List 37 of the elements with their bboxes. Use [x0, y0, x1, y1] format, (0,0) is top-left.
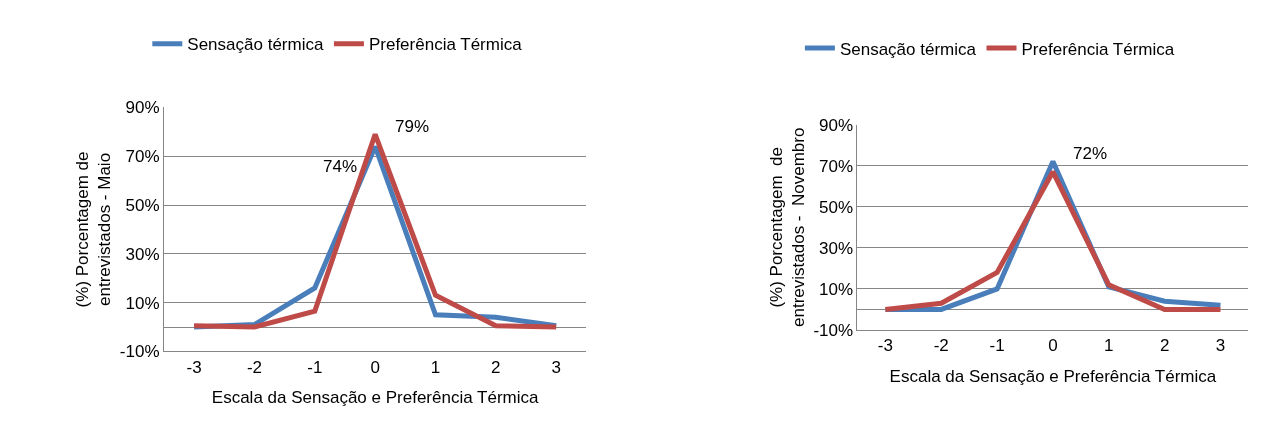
y-tick-label: 90% [819, 115, 854, 135]
y-tick-label: 90% [125, 98, 160, 118]
x-tick-label: -3 [186, 357, 202, 377]
data-label: 72% [1073, 144, 1108, 163]
x-tick-label: 2 [491, 357, 501, 377]
data-label: 79% [395, 117, 430, 136]
x-tick-label: -1 [307, 357, 323, 377]
legend-label: Sensação térmica [187, 35, 324, 55]
x-tick-label: -2 [933, 336, 949, 356]
y-tick-label: 30% [819, 238, 854, 258]
y-tick-label: 70% [819, 156, 854, 176]
y-tick-label: 10% [819, 279, 854, 299]
legend-label: Sensação térmica [839, 39, 977, 59]
x-tick-label: -2 [246, 357, 263, 377]
y-tick-label: 50% [125, 195, 160, 215]
legend-label: Preferência Térmica [368, 35, 523, 55]
y-tick-label: -10% [813, 320, 854, 340]
y-axis-title: (%) Porcentagem de entrevistados - Novembro [766, 127, 808, 327]
x-tick-label: 0 [370, 357, 380, 377]
data-label: 74% [323, 157, 358, 176]
x-tick-label: 3 [1215, 336, 1226, 356]
x-axis-title: Escala da Sensação e Preferência Térmica [889, 366, 1217, 386]
y-tick-label: 10% [125, 293, 160, 313]
x-tick-label: 0 [1048, 336, 1058, 356]
x-axis-title: Escala da Sensação e Preferência Térmica [211, 388, 540, 408]
y-tick-label: 50% [819, 197, 854, 217]
x-tick-label: 1 [430, 357, 441, 377]
x-tick-label: 1 [1104, 336, 1114, 356]
y-tick-label: 30% [125, 244, 160, 264]
y-tick-label: 70% [125, 147, 160, 167]
y-tick-label: -10% [119, 342, 160, 362]
x-tick-label: -1 [989, 336, 1005, 356]
x-tick-label: 2 [1159, 336, 1170, 356]
x-tick-label: -3 [877, 336, 893, 356]
legend-label: Preferência Térmica [1021, 39, 1175, 59]
x-tick-label: 3 [551, 357, 561, 377]
y-axis-title: (%) Porcentagem de entrevistados - Maio [73, 151, 115, 308]
